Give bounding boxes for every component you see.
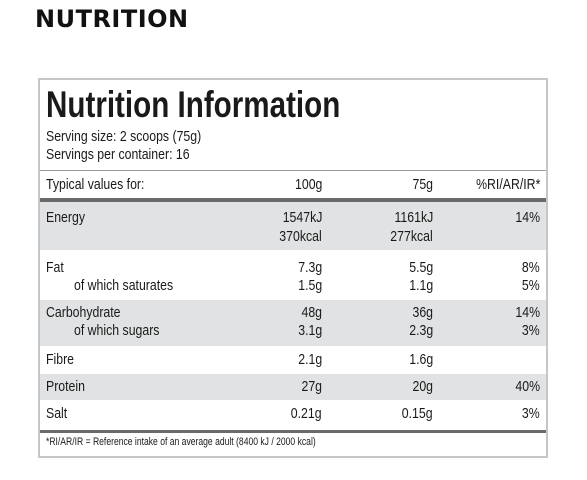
row-value-ri: 3%	[522, 405, 540, 422]
header-typical-values: Typical values for:	[46, 176, 145, 193]
row-value-75g: 5.5g	[409, 259, 433, 276]
row-subvalue-75g: 2.3g	[409, 322, 433, 339]
row-value-75g: 1161kJ	[394, 209, 433, 226]
table-row-salt: Salt 0.21g 0.15g 3%	[40, 400, 546, 428]
row-subvalue-75g: 1.1g	[409, 277, 433, 294]
table-row-energy: Energy 1547kJ 1161kJ 14% 370kcal 277kcal	[40, 202, 546, 250]
row-value-100g: 0.21g	[291, 405, 322, 422]
row-value-75g: 1.6g	[409, 351, 433, 368]
row-value-100g-kcal: 370kcal	[279, 228, 322, 245]
row-sublabel: of which saturates	[74, 277, 174, 294]
row-value-ri: 14%	[515, 304, 540, 321]
footer-rule	[40, 430, 546, 433]
row-label: Carbohydrate	[46, 304, 121, 321]
table-header-row: Typical values for: 100g 75g %RI/AR/IR*	[40, 171, 546, 198]
row-value-75g: 20g	[412, 378, 433, 395]
row-subvalue-ri: 3%	[522, 322, 540, 339]
row-value-100g: 2.1g	[298, 351, 322, 368]
row-value-100g: 7.3g	[298, 259, 322, 276]
row-subvalue-ri: 5%	[522, 277, 540, 294]
row-value-75g: 0.15g	[402, 405, 433, 422]
nutrition-panel: Nutrition Information Serving size: 2 sc…	[38, 78, 548, 458]
panel-title: Nutrition Information	[46, 84, 341, 125]
table-row-fat: Fat 7.3g 5.5g 8% of which saturates 1.5g…	[40, 250, 546, 300]
servings-per-container: Servings per container: 16	[46, 146, 190, 163]
row-value-ri: 8%	[522, 259, 540, 276]
table-row-carbohydrate: Carbohydrate 48g 36g 14% of which sugars…	[40, 300, 546, 346]
row-value-100g: 1547kJ	[282, 209, 322, 226]
header-ri: %RI/AR/IR*	[475, 176, 540, 193]
serving-size: Serving size: 2 scoops (75g)	[46, 128, 202, 145]
header-100g: 100g	[294, 176, 322, 193]
row-sublabel: of which sugars	[74, 322, 160, 339]
header-rule	[40, 198, 546, 202]
row-value-100g: 27g	[301, 378, 322, 395]
row-label: Protein	[46, 378, 85, 395]
table-row-protein: Protein 27g 20g 40%	[40, 374, 546, 400]
row-subvalue-100g: 3.1g	[298, 322, 322, 339]
row-value-ri: 14%	[515, 209, 540, 226]
row-value-75g-kcal: 277kcal	[390, 228, 433, 245]
footnote: *RI/AR/IR = Reference intake of an avera…	[46, 436, 316, 448]
divider	[40, 170, 546, 171]
row-subvalue-100g: 1.5g	[298, 277, 322, 294]
row-label: Salt	[46, 405, 68, 422]
header-75g: 75g	[412, 176, 433, 193]
row-label: Fibre	[46, 351, 75, 368]
row-label: Energy	[46, 209, 85, 226]
row-value-75g: 36g	[412, 304, 433, 321]
row-value-ri: 40%	[515, 378, 540, 395]
row-label: Fat	[46, 259, 64, 276]
page-heading: NUTRITION	[35, 5, 189, 33]
table-row-fibre: Fibre 2.1g 1.6g	[40, 346, 546, 374]
row-value-100g: 48g	[301, 304, 322, 321]
